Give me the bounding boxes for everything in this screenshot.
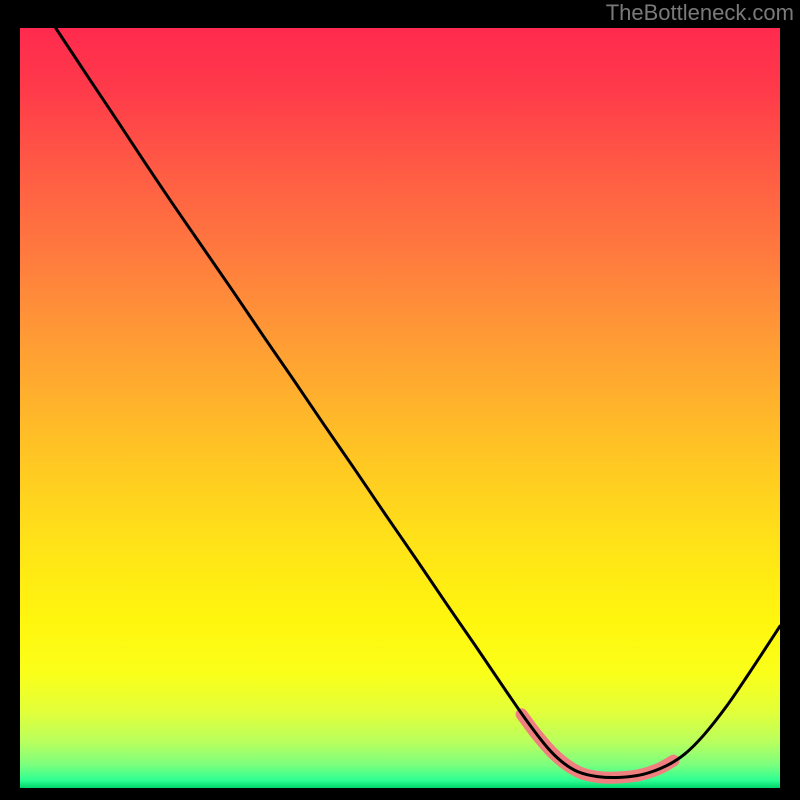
- watermark-text: TheBottleneck.com: [606, 0, 794, 26]
- chart-container: TheBottleneck.com: [0, 0, 800, 800]
- gradient-background: [20, 28, 780, 788]
- bottleneck-curve-chart: [20, 28, 780, 788]
